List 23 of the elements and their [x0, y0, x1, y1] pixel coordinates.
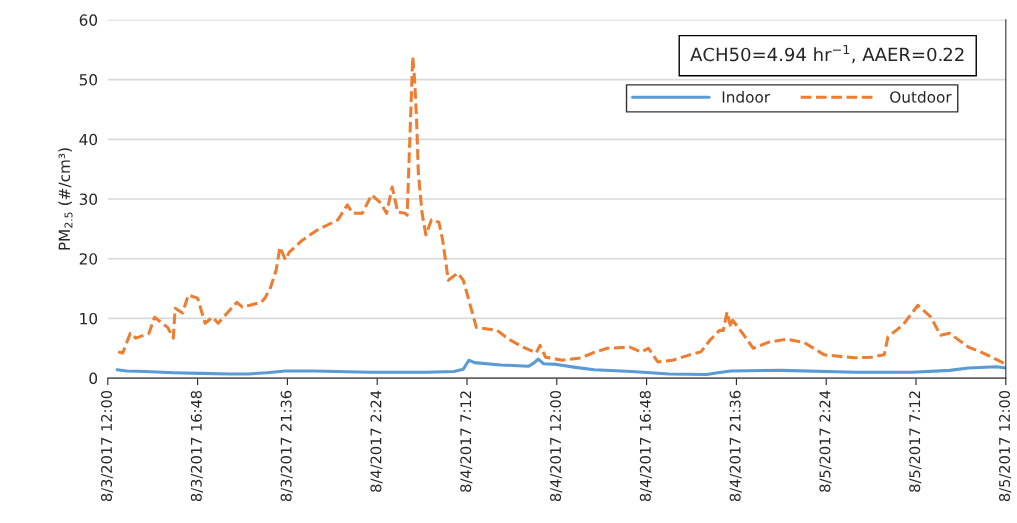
- x-tick-label: 8/4/2017 12:00: [550, 390, 563, 502]
- x-tick-label: 8/5/2017 7:12: [909, 391, 922, 492]
- line-series: [115, 357, 1006, 377]
- annotation: ACH50=4.94 hr$^{−1}$, AAER=0.22: [690, 44, 964, 64]
- x-tick-label: 8/3/2017 21:36: [280, 390, 293, 502]
- x-tick-label: 8/5/2017 12:00: [999, 390, 1012, 502]
- legend-label: Indoor: [722, 90, 771, 103]
- x-tick-label: 8/4/2017 7:12: [460, 391, 473, 492]
- y-tick-label: 60: [79, 14, 98, 26]
- x-tick-label: 8/3/2017 12:00: [101, 390, 114, 502]
- x-tick-label: 8/3/2017 16:48: [190, 390, 203, 502]
- y-tick-label: 30: [79, 193, 98, 206]
- y-tick-label: 10: [80, 312, 98, 325]
- x-tick-label: 8/4/2017 16:48: [639, 390, 652, 502]
- y-tick-label: 0: [89, 372, 98, 385]
- x-tick-label: 8/5/2017 2:24: [819, 390, 832, 492]
- x-tick-label: 8/4/2017 2:24: [370, 390, 383, 492]
- legend-label: Outdoor: [890, 90, 952, 103]
- y-tick-label: 50: [79, 74, 98, 86]
- y-tick-label: 40: [79, 133, 98, 146]
- y-axis-title: PM$_{2.5}$ (#/cm³): [58, 148, 73, 250]
- y-tick-label: 20: [79, 253, 98, 265]
- x-tick-label: 8/4/2017 21:36: [729, 390, 742, 502]
